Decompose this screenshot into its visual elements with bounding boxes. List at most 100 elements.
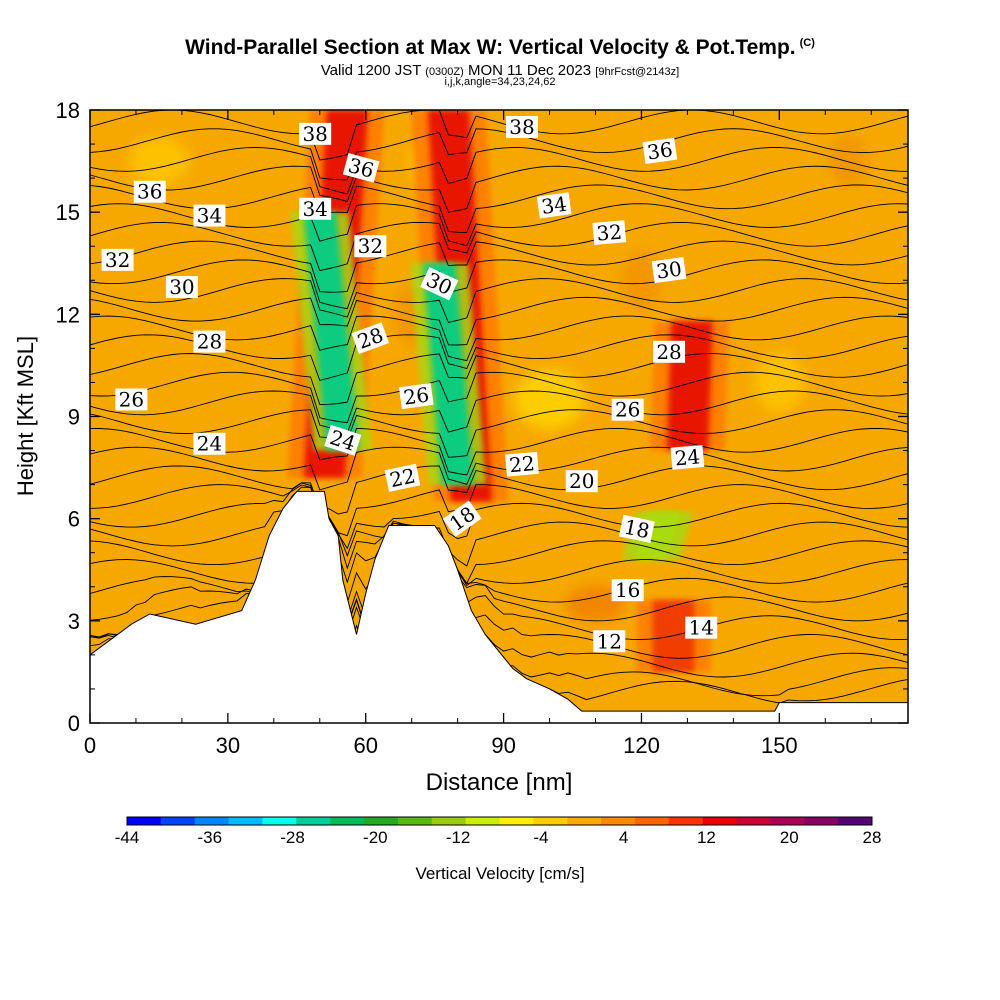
contour-label-text: 22 — [508, 451, 535, 477]
colorbar-swatch — [160, 817, 196, 825]
isentrope-line-19 — [90, 334, 908, 381]
contour-label-28: 28 — [351, 322, 390, 354]
valid-prefix: Valid 1200 JST — [320, 62, 422, 79]
grid-info: i,j,k,angle=34,23,24,62 — [444, 76, 556, 88]
contour-label-22: 22 — [384, 463, 421, 492]
contour-label-text: 22 — [388, 463, 418, 492]
contour-label-text: 38 — [509, 115, 534, 139]
isentrope-line-6 — [90, 531, 908, 605]
contour-label-24: 24 — [670, 444, 705, 470]
contour-label-26: 26 — [115, 387, 148, 411]
contour-label-30: 30 — [165, 275, 198, 299]
contour-label-text: 18 — [622, 514, 652, 543]
chart-title-text: Wind-Parallel Section at Max W: Vertical… — [185, 36, 796, 59]
contour-label-24: 24 — [193, 432, 226, 456]
contour-label-text: 36 — [137, 180, 162, 204]
colorbar-swatch — [702, 817, 738, 825]
y-tick-label: 15 — [56, 200, 80, 225]
y-tick-label: 9 — [68, 405, 80, 430]
isentrope-line-24 — [90, 240, 908, 293]
colorbar-swatch — [397, 817, 433, 825]
field-shade-4 — [754, 352, 805, 413]
isentrope-line-11 — [90, 484, 908, 537]
isentrope-line-29 — [90, 147, 908, 195]
contour-label-22: 22 — [505, 451, 539, 477]
isentrope-line-7 — [90, 520, 908, 587]
isentrope-line-14 — [90, 427, 908, 476]
contour-label-14: 14 — [685, 616, 718, 640]
contour-label-34: 34 — [193, 204, 226, 228]
colorbar-swatch — [668, 817, 704, 825]
contour-label-text: 34 — [540, 192, 569, 219]
x-tick-label: 150 — [761, 733, 798, 758]
colorbar-swatch — [330, 817, 365, 825]
contour-label-text: 38 — [302, 122, 327, 146]
x-tick-label: 120 — [623, 733, 660, 758]
contour-label-text: 30 — [169, 275, 194, 299]
colorbar: -44 -36 -28 -20 -12 -4 4 12 20 28 — [115, 816, 882, 847]
contour-label-text: 32 — [358, 234, 383, 258]
contour-label-28: 28 — [653, 340, 686, 364]
contour-label-text: 34 — [197, 204, 222, 228]
isentrope-line-17 — [90, 371, 908, 424]
contour-label-32: 32 — [592, 220, 627, 246]
x-tick-label: 90 — [491, 733, 515, 758]
field-shade-0 — [128, 137, 189, 186]
isentrope-line-28 — [90, 165, 908, 213]
colorbar-tick-label: -28 — [280, 828, 305, 847]
contour-label-34: 34 — [536, 192, 572, 219]
colorbar-swatch — [228, 817, 263, 825]
colorbar-tick-label: -20 — [363, 828, 388, 847]
isentrope-line-22 — [90, 278, 908, 324]
contour-label-text: 28 — [656, 340, 681, 364]
colorbar-swatch — [601, 817, 636, 825]
isentrope-line-13 — [90, 446, 908, 491]
colorbar-swatch — [567, 817, 602, 825]
x-tick-label: 60 — [353, 733, 377, 758]
colorbar-swatch — [296, 817, 331, 825]
contour-label-32: 32 — [354, 234, 387, 258]
colorbar-tick-label: 28 — [863, 828, 882, 847]
isentrope-line-16 — [90, 390, 908, 434]
x-axis-label: Distance [nm] — [426, 769, 573, 796]
contour-label-26: 26 — [611, 398, 644, 422]
contour-label-text: 16 — [615, 578, 640, 602]
contour-label-20: 20 — [565, 469, 598, 493]
field-shade-7 — [621, 250, 662, 311]
x-tick-label: 30 — [216, 733, 240, 758]
colorbar-swatch — [499, 817, 534, 825]
colorbar-swatch — [838, 817, 873, 825]
contour-label-text: 28 — [197, 330, 222, 354]
isentrope-line-8 — [90, 499, 908, 585]
isentrope-line-15 — [90, 409, 908, 458]
isentrope-line-20 — [90, 315, 908, 362]
contour-label-text: 26 — [119, 387, 144, 411]
isentrope-line-4 — [90, 541, 908, 641]
contour-label-12: 12 — [593, 629, 626, 653]
isentrope-line-12 — [90, 465, 908, 515]
contour-label-text: 32 — [105, 248, 130, 272]
colorbar-swatch — [364, 817, 399, 825]
contour-label-text: 20 — [569, 469, 594, 493]
colorbar-frame — [126, 816, 873, 826]
downdraft-band-1 — [423, 263, 474, 485]
contour-label-text: 30 — [655, 256, 684, 283]
field-shade-6 — [828, 136, 869, 187]
contour-label-text: 36 — [646, 137, 675, 164]
contour-label-text: 24 — [674, 444, 701, 470]
contour-label-text: 32 — [596, 220, 623, 246]
colorbar-swatch — [770, 817, 805, 825]
valid-zulu: (0300Z) — [425, 66, 464, 78]
y-tick-label: 3 — [68, 609, 80, 634]
contour-label-text: 24 — [197, 432, 222, 456]
y-tick-label: 18 — [56, 98, 80, 123]
contour-label-32: 32 — [101, 248, 134, 272]
valid-date: MON 11 Dec 2023 — [467, 62, 592, 79]
y-tick-label: 0 — [68, 711, 80, 736]
y-tick-label: 12 — [56, 302, 80, 327]
contour-label-text: 34 — [302, 197, 327, 221]
forecast-info: [9hrFcst@2143z] — [595, 66, 680, 78]
contour-label-28: 28 — [193, 330, 226, 354]
contour-label-30: 30 — [651, 256, 687, 284]
field-shade-8 — [565, 585, 626, 622]
